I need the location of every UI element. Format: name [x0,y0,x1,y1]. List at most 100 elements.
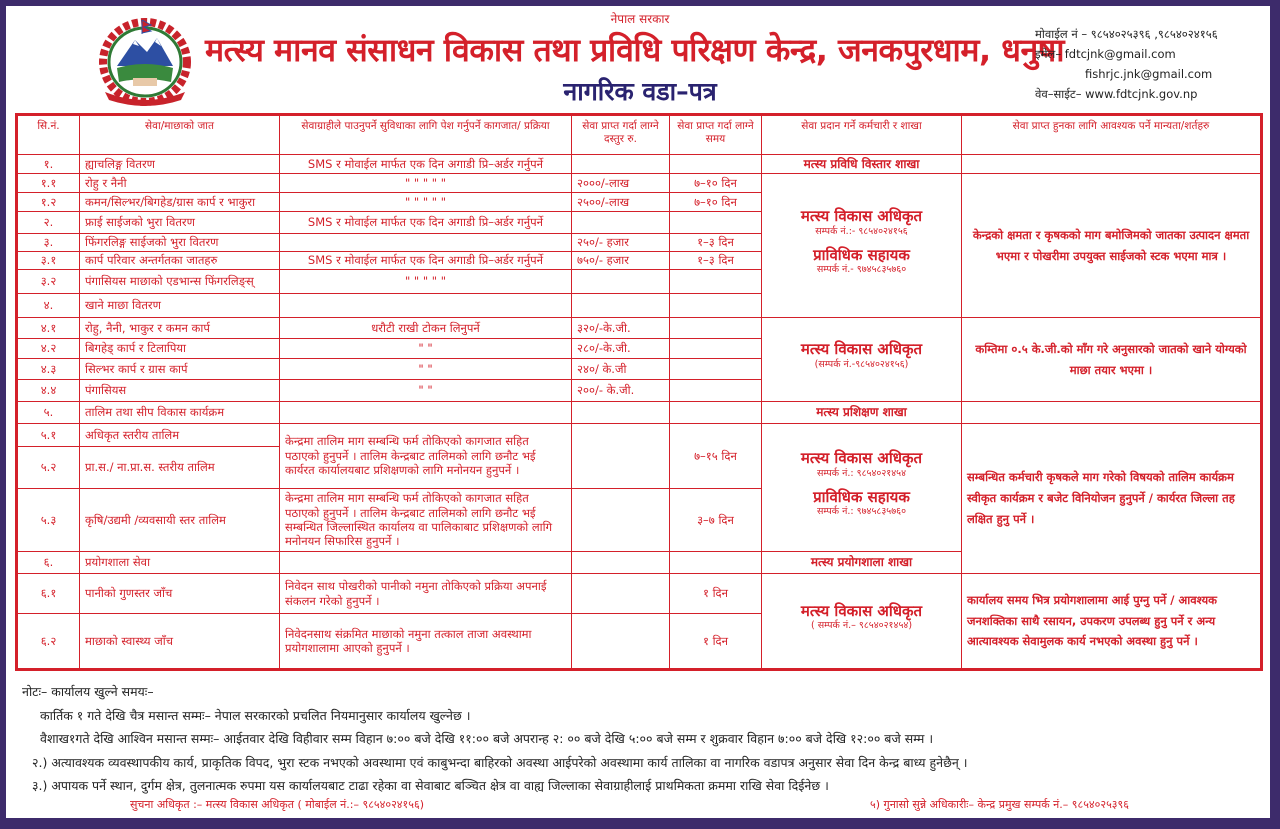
table-row: १.२ कमन/सिल्भर/बिगहेड/ग्रास कार्प र भाकुर… [16,192,1262,212]
service-name: रोहु र नैनी [79,173,280,193]
serial-number: ४.१ [16,317,80,339]
table-row: ३. फिंगरलिङ्ग साईजको भुरा वितरण २५०/- हजार… [16,233,1262,252]
serial-number: १.२ [16,192,80,212]
service-fee: २५०/- हजार [571,233,670,252]
service-conditions: कार्यालय समय भित्र प्रयोगशालामा आई पुग्न… [961,573,1262,670]
required-documents [279,293,572,318]
service-time [669,154,762,174]
service-name: पानीको गुणस्तर जाँच [79,573,280,614]
serial-number: ४. [16,293,80,318]
table-row: ४.२ बिगहेड् कार्प र टिलापिया " " २८०/-के.जी… [16,338,1262,359]
service-conditions: केन्द्रको क्षमता र कृषकको माग बमोजिमको ज… [961,173,1262,318]
table-row: ५. तालिम तथा सीप विकास कार्यक्रम मत्स्य प्… [16,401,1262,424]
service-time: १–३ दिन [669,251,762,270]
required-documents: निवेदनसाथ संक्रमित माछाको नमुना तत्काल त… [279,613,572,670]
serial-number: ३. [16,233,80,252]
service-name: माछाको स्वास्थ्य जाँच [79,613,280,670]
table-row: ४.३ सिल्भर कार्प र ग्रास कार्प " " २४०/ के.… [16,358,1262,380]
required-documents: " " " " " [279,173,572,193]
staff-title: मत्स्य विकास अधिकृत [800,601,923,620]
table-row: ४. खाने माछा वितरण [16,293,1262,318]
service-name: खाने माछा वितरण [79,293,280,318]
staff-title: मत्स्य विकास अधिकृत [800,206,923,225]
table-row: ६.२ माछाको स्वास्थ्य जाँच निवेदनसाथ संक्रम… [16,613,1262,670]
service-name: पंगासियस माछाको एडभान्स फिंगरलिङ्स् [79,269,280,294]
website-link[interactable]: वेव–साईट– www.fdtcjnk.gov.np [1035,87,1198,101]
note-line: २.) अत्यावश्यक व्यवस्थापकीय कार्य, प्राक… [32,754,968,770]
service-name: बिगहेड् कार्प र टिलापिया [79,338,280,359]
required-documents: " " " " " [279,192,572,212]
service-time [669,401,762,424]
service-fee: २००/- के.जी. [571,379,670,402]
staff-contact: (सम्पर्क नं.-९८५४०२४१५६) [814,358,909,370]
required-documents: केन्द्रमा तालिम माग सम्बन्धि फर्म तोकिएक… [279,488,572,552]
email-link[interactable]: इमेल– fdtcjnk@gmail.com [1035,47,1176,61]
service-name: तालिम तथा सीप विकास कार्यक्रम [79,401,280,424]
required-documents: निवेदन साथ पोखरीको पानीको नमुना तोकिएको … [279,573,572,614]
note-line: वैशाख१गते देखि आश्विन मसान्त सम्मः– आईतव… [40,731,934,746]
service-time [669,379,762,402]
staff-title: मत्स्य विकास अधिकृत [800,448,923,467]
table-row: १. ह्याचलिङ्ग वितरण SMS र मोवाईल मार्फत एक… [16,154,1262,174]
service-time: १ दिन [669,613,762,670]
service-fee [571,401,670,424]
service-name: पंगासियस [79,379,280,402]
required-documents: " " [279,379,572,402]
table-row: १.१ रोहु र नैनी " " " " " २०००/-लाख ७–१० दिन… [16,173,1262,318]
service-conditions [961,154,1262,174]
service-name: अधिकृत स्तरीय तालिम [79,423,280,447]
serial-number: २. [16,211,80,234]
note-line: कार्तिक १ गते देखि चैत्र मसान्त सम्मः– न… [40,707,471,723]
responsible-staff: मत्स्य विकास अधिकृत (सम्पर्क नं.-९८५४०२४१… [761,317,962,402]
service-fee: ७५०/- हजार [571,251,670,270]
serial-number: ५.३ [16,488,80,552]
page-title: मत्स्य मानव संसाधन विकास तथा प्रविधि परि… [205,31,1065,69]
service-time: ७–१० दिन [669,192,762,212]
service-time [669,338,762,359]
staff-contact: सम्पर्क नं.: ९८५४०२१४५४ [816,467,907,479]
serial-number: ५.१ [16,423,80,447]
service-conditions: कम्तिमा ०.५ के.जी.को माँग गरे अनुसारको ज… [961,317,1262,402]
staff-contact: सम्पर्क नं.:- ९८५४०२४१५६ [815,225,908,237]
staff-title: प्राविधिक सहायक [813,487,910,506]
branch-name: मत्स्य प्रयोगशाला शाखा [810,555,913,569]
service-fee [571,293,670,318]
responsible-staff: मत्स्य प्रशिक्षण शाखा [761,401,962,424]
service-time: ७–१५ दिन [669,423,762,489]
service-conditions [961,401,1262,424]
service-fee [571,613,670,670]
service-time [669,551,762,574]
table-row: ५.२ प्रा.स./ ना.प्रा.स. स्तरीय तालिम [16,446,1262,489]
contact-info: मोवाईल नं – ९८५४०२५३९६ ,९८५४०२४१५६ इमेल–… [1035,24,1218,104]
grievance-officer: ५) गुनासो सुन्ने अधिकारीः– केन्द्र प्रमु… [870,798,1129,811]
service-time: १–३ दिन [669,233,762,252]
responsible-staff: मत्स्य विकास अधिकृत( सम्पर्क नं.– ९८५४०२… [761,573,962,670]
service-time: ३–७ दिन [669,488,762,552]
service-time [669,211,762,234]
page-subtitle: नागरिक वडा–पत्र [563,77,717,106]
table-row: ६.१ पानीको गुणस्तर जाँच निवेदन साथ पोखरीको… [16,573,1262,670]
responsible-staff: मत्स्य प्रविधि विस्तार शाखा [761,154,962,174]
column-header: सेवा प्राप्त गर्दा लाग्ने दस्तुर रु. [571,114,670,155]
services-table: सि.नं. सेवा/माछाको जात सेवाग्राहीले पाउनुप… [15,113,1263,671]
required-documents: SMS र मोवाईल मार्फत एक दिन अगाडी प्रि–अर… [279,211,572,234]
required-documents: SMS र मोवाईल मार्फत एक दिन अगाडी प्रि–अर… [279,154,572,174]
branch-name: मत्स्य प्रशिक्षण शाखा [816,405,907,419]
table-row: ३.२ पंगासियस माछाको एडभान्स फिंगरलिङ्स् " … [16,269,1262,294]
service-name: फ्राई साईजको भुरा वितरण [79,211,280,234]
serial-number: ६. [16,551,80,574]
service-name: ह्याचलिङ्ग वितरण [79,154,280,174]
service-name: रोहु, नैनी, भाकुर र कमन कार्प [79,317,280,339]
serial-number: ५.२ [16,446,80,489]
service-name: कमन/सिल्भर/बिगहेड/ग्रास कार्प र भाकुरा [79,192,280,212]
note-line: ३.) अपायक पर्ने स्थान, दुर्गम क्षेत्र, त… [32,778,829,793]
required-documents: SMS र मोवाईल मार्फत एक दिन अगाडी प्रि–अर… [279,251,572,270]
table-header-row: सि.नं. सेवा/माछाको जात सेवाग्राहीले पाउनुप… [16,114,1262,155]
email-link-2[interactable]: fishrjc.jnk@gmail.com [1085,67,1213,81]
serial-number: ४.३ [16,358,80,380]
table-row: ४.४ पंगासियस " " २००/- के.जी. [16,379,1262,402]
staff-contact: सम्पर्क नं.- ९७४५८३५७६० [816,264,907,276]
service-fee [571,573,670,614]
service-fee [571,423,670,489]
column-header: सेवा प्राप्त गर्दा लाग्ने समय [669,114,762,155]
